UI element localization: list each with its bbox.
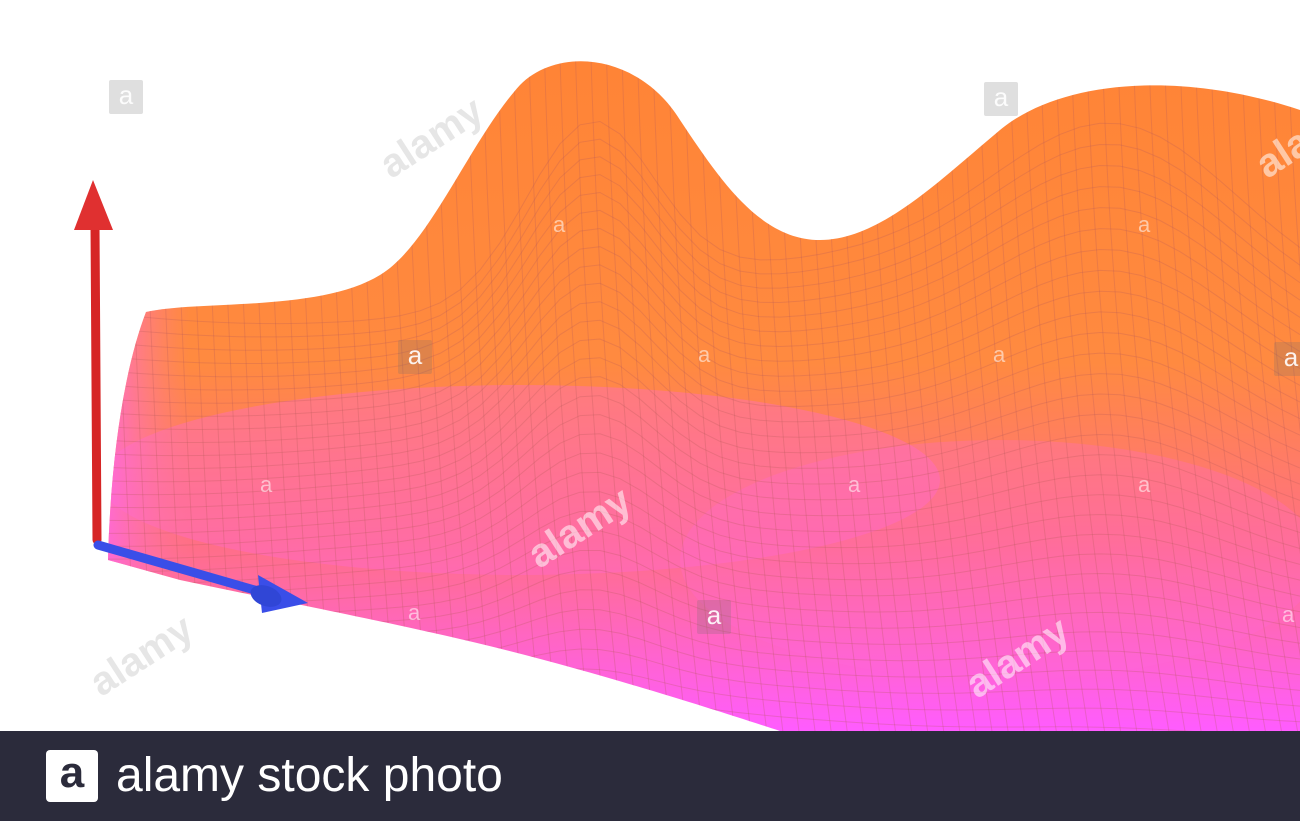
watermark-glyph: a (848, 472, 861, 497)
watermark-glyph: a (993, 342, 1006, 367)
mesh-line (590, 61, 640, 731)
mesh-line (1163, 61, 1236, 731)
watermark-tile: a (109, 80, 143, 114)
mesh-line (1256, 61, 1300, 731)
mesh-line (108, 395, 1300, 521)
mesh-line (543, 61, 592, 731)
mesh-line (1225, 61, 1300, 731)
mesh-line (108, 376, 1300, 509)
mesh-line (528, 61, 576, 731)
mesh-line (108, 452, 1300, 560)
watermark-glyph: a (1282, 602, 1295, 627)
mesh-line (108, 138, 1300, 338)
mesh-line (108, 156, 1300, 351)
mesh-line (993, 61, 1059, 731)
mesh-line (108, 338, 1300, 483)
watermark-glyph: a (848, 212, 861, 237)
mesh-line (1179, 61, 1252, 731)
watermark-tile: a (398, 340, 432, 374)
mesh-line (108, 491, 1300, 586)
watermark-tile: a (1274, 342, 1300, 376)
watermark-glyph: a (116, 342, 129, 367)
mesh-line (621, 61, 672, 731)
mesh-line (497, 61, 543, 731)
brand-text: alamy stock photo (116, 749, 503, 802)
mesh-line (1101, 61, 1171, 731)
mesh-line (1039, 61, 1107, 731)
mesh-line (108, 209, 1300, 391)
mesh-line (1194, 61, 1268, 731)
mesh-line (559, 61, 608, 731)
stock-photo-footer: a alamy stock photo (0, 731, 1300, 821)
mesh-line (1272, 61, 1300, 731)
horizontal-axis-arrow (93, 540, 308, 613)
mesh-line (1210, 61, 1284, 731)
mesh-line (108, 357, 1300, 496)
watermark-glyph: a (1138, 472, 1151, 497)
mesh-line (108, 510, 1300, 598)
vertical-axis-arrow (74, 180, 113, 545)
mesh-line (636, 61, 688, 731)
watermark-glyph: a (553, 212, 566, 237)
mesh-line (108, 264, 1300, 431)
mesh-line (1024, 61, 1091, 731)
watermark-glyph: a (697, 82, 710, 107)
mesh-line (574, 61, 624, 731)
mesh-line (512, 61, 560, 731)
alamy-logo-glyph: a (59, 748, 85, 797)
watermark-tile: a (697, 600, 731, 634)
mesh-line (667, 61, 721, 731)
mesh-line (683, 61, 737, 731)
mesh-line (108, 174, 1300, 364)
mesh-line (1241, 61, 1300, 731)
mesh-line (1117, 61, 1187, 731)
mesh-line (1070, 61, 1139, 731)
surface-body (108, 61, 1300, 731)
surface-shading (108, 300, 1300, 680)
watermark-glyph: a (260, 472, 273, 497)
mesh-line (108, 414, 1300, 534)
mesh-line (108, 191, 1300, 378)
watermark-tile: a (984, 82, 1018, 116)
mesh-line (108, 246, 1300, 417)
watermark-glyph: a (260, 212, 273, 237)
mesh-line (1132, 61, 1204, 731)
mesh-line (1008, 61, 1075, 731)
watermark-glyph: a (698, 342, 711, 367)
mesh-line (108, 227, 1300, 404)
mesh-line (108, 282, 1300, 443)
mesh-line (108, 471, 1300, 573)
surface-plot-scene: a a a a a a a a a a a a a a a a a a alam… (74, 61, 1300, 731)
mesh-line (1148, 61, 1220, 731)
watermark-glyph: a (408, 600, 421, 625)
surface-plot-graphic (74, 61, 1300, 731)
mesh-line (108, 301, 1300, 457)
mesh-line (1287, 61, 1300, 731)
mesh-line (108, 319, 1300, 470)
mesh-line (605, 61, 656, 731)
mesh-line (108, 433, 1300, 547)
mesh-line (1086, 61, 1155, 731)
watermark-glyph: a (1138, 212, 1151, 237)
mesh-line (481, 61, 527, 731)
mesh-line (652, 61, 704, 731)
alamy-logo: a (46, 750, 98, 802)
mesh-line (1055, 61, 1123, 731)
mesh-line (108, 120, 1300, 325)
